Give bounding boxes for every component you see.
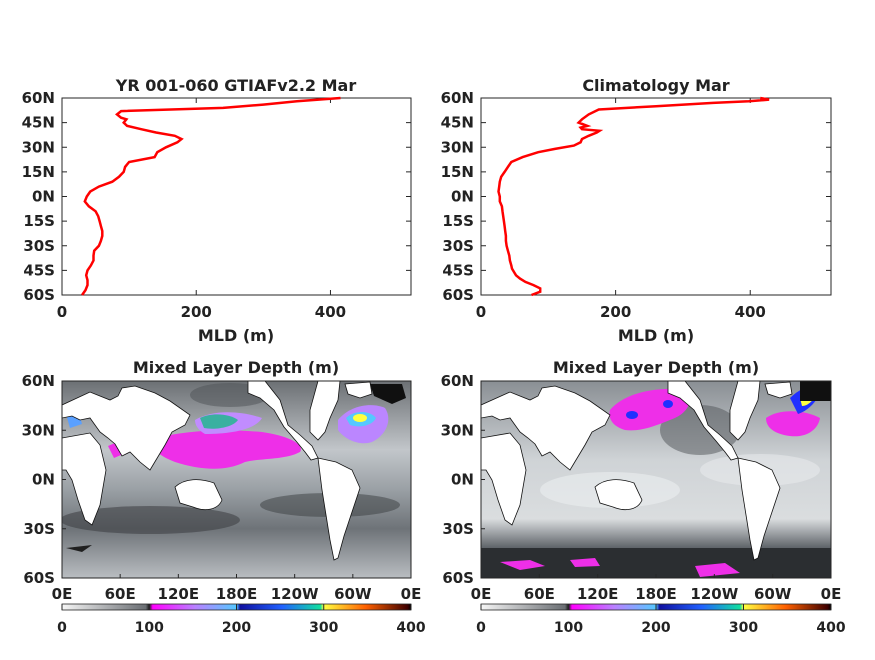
map-y-tick-label: 30S <box>23 520 55 538</box>
map-x-tick-label: 60W <box>334 585 372 603</box>
plot-frame-left <box>61 97 412 296</box>
y-tick-label: 45S <box>23 261 55 279</box>
mld-patch-north-pacific-left <box>150 430 301 469</box>
y-tick-label: 45S <box>442 261 474 279</box>
mld-profile-line-right <box>497 96 770 297</box>
x-tick-label: 0 <box>57 303 67 321</box>
x-axis-label-left: MLD (m) <box>198 326 274 345</box>
map-x-tick-label: 120E <box>158 585 200 603</box>
map-y-tick-label: 60N <box>22 372 55 390</box>
profile-panel-right: Climatology Mar 60N45N30N15N0N15S30S45S6… <box>441 76 832 345</box>
colorbar-tick-label: 100 <box>135 620 164 636</box>
colorbar-tick-label: 300 <box>309 620 338 636</box>
colorbar-tick-label: 100 <box>554 620 583 636</box>
map-x-tick-label: 0E <box>52 585 73 603</box>
colorbar-tick-label: 300 <box>729 620 758 636</box>
y-tick-label: 15N <box>441 163 474 181</box>
colorbar-ticks-left: 0 100 200 300 400 <box>57 604 426 636</box>
continents-right <box>481 381 793 561</box>
chart-title-left: YR 001-060 GTIAFv2.2 Mar <box>115 76 357 95</box>
y-tick-label: 45N <box>441 114 474 132</box>
x-tick-label: 400 <box>315 303 346 321</box>
y-tick-label: 0N <box>32 188 55 206</box>
colorbar-tick-label: 400 <box>396 620 425 636</box>
y-tick-label: 15N <box>22 163 55 181</box>
map-x-tick-label: 0E <box>471 585 492 603</box>
map-x-tick-label: 120W <box>690 585 738 603</box>
y-tick-label: 30S <box>23 237 55 255</box>
map-x-tick-label: 60W <box>754 585 792 603</box>
map-y-tick-label: 30N <box>22 421 55 439</box>
map-y-tick-label: 0N <box>451 471 474 489</box>
map-x-tick-label: 120E <box>577 585 619 603</box>
mld-map-right: Mixed Layer Depth (m) <box>441 358 846 636</box>
map-x-tick-label: 120W <box>271 585 319 603</box>
x-tick-label: 0 <box>476 303 486 321</box>
mld-patch-north-atlantic-right <box>766 411 820 437</box>
mld-patch-north-pacific-right <box>609 388 690 431</box>
colorbar-tick-label: 0 <box>57 620 67 636</box>
x-tick-label: 400 <box>735 303 766 321</box>
y-tick-label: 60N <box>441 89 474 107</box>
map-y-tick-label: 60S <box>23 569 55 587</box>
map-y-tick-label: 60S <box>442 569 474 587</box>
map-x-tick-label: 60E <box>105 585 136 603</box>
colorbar-ticks-right: 0 100 200 300 400 <box>476 604 846 636</box>
y-tick-label: 15S <box>442 212 474 230</box>
colorbar-tick-label: 0 <box>476 620 486 636</box>
x-axis-label-right: MLD (m) <box>618 326 694 345</box>
y-tick-label: 60S <box>23 286 55 304</box>
colorbar-tick-label: 200 <box>641 620 670 636</box>
y-tick-label: 30S <box>442 237 474 255</box>
plot-frame-right <box>480 97 832 296</box>
map-y-tick-label: 60N <box>441 372 474 390</box>
colorbar-tick-label: 400 <box>816 620 845 636</box>
colorbar-tick-label: 200 <box>222 620 251 636</box>
x-tick-label: 200 <box>181 303 212 321</box>
map-x-tick-label: 0E <box>821 585 842 603</box>
y-tick-label: 60N <box>22 89 55 107</box>
profile-panel-left: YR 001-060 GTIAFv2.2 Mar 60N 45N 30N 15N 0N 1… <box>22 76 412 345</box>
y-tick-label: 30N <box>22 138 55 156</box>
mld-patch-labrador-left <box>370 384 406 404</box>
y-tick-label: 60S <box>442 286 474 304</box>
map-y-tick-label: 0N <box>32 471 55 489</box>
mld-profile-line-left <box>81 96 341 296</box>
map-x-tick-label: 180E <box>216 585 258 603</box>
map-y-tick-label: 30N <box>441 421 474 439</box>
map-x-tick-label: 60E <box>524 585 555 603</box>
x-tick-label: 200 <box>600 303 631 321</box>
map-y-tick-label: 30S <box>442 520 474 538</box>
map-title-left: Mixed Layer Depth (m) <box>133 358 339 377</box>
chart-title-right: Climatology Mar <box>582 76 729 95</box>
map-x-tick-label: 0E <box>401 585 422 603</box>
mld-map-left: Mixed Layer Depth (m) <box>22 358 426 636</box>
y-tick-label: 30N <box>441 138 474 156</box>
y-tick-label: 0N <box>451 188 474 206</box>
y-tick-label: 45N <box>22 114 55 132</box>
y-tick-label: 15S <box>23 212 55 230</box>
map-x-tick-label: 180E <box>635 585 677 603</box>
map-title-right: Mixed Layer Depth (m) <box>553 358 759 377</box>
continents-left <box>62 381 373 561</box>
